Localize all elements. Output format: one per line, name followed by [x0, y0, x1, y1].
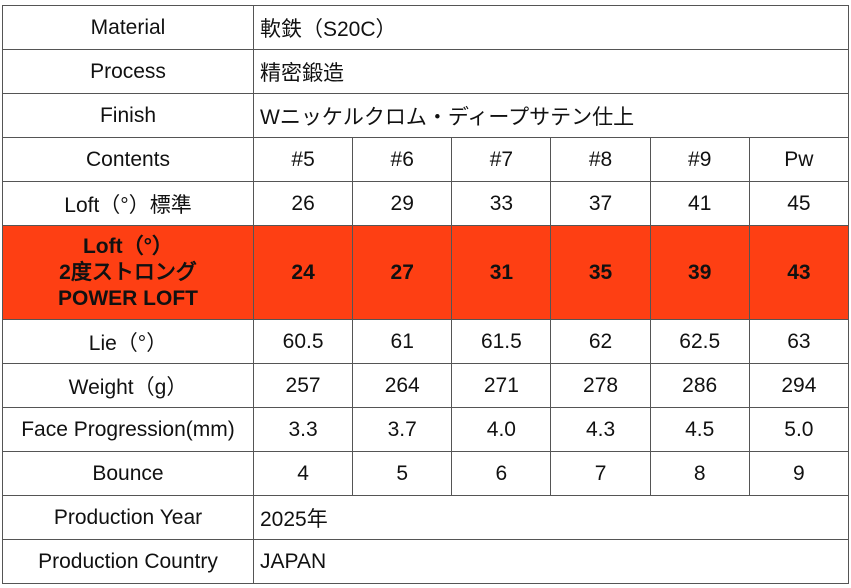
cell: 43	[748, 225, 850, 320]
table-row: Material 軟鉄（S20C）	[2, 5, 849, 50]
cell: 61	[352, 319, 453, 364]
cell: 35	[550, 225, 651, 320]
cell: 3.7	[352, 407, 453, 452]
table-row: Loft（°）標準 26 29 33 37 41 45	[2, 181, 850, 226]
cell: 278	[550, 363, 651, 408]
cell: 4.0	[451, 407, 552, 452]
cell: 27	[352, 225, 453, 320]
cell: 24	[252, 225, 354, 320]
cell: 62.5	[649, 319, 750, 364]
row-label: Production Country	[2, 539, 254, 584]
row-label: Loft（°） 2度ストロング POWER LOFT	[2, 225, 254, 320]
label-line: POWER LOFT	[58, 286, 198, 310]
cell: 264	[352, 363, 453, 408]
cell: 4.5	[649, 407, 750, 452]
cell: 286	[649, 363, 750, 408]
cell: 6	[451, 451, 552, 496]
cell: 63	[748, 319, 850, 364]
spec-table: Material 軟鉄（S20C） Process 精密鍛造 Finish Wニッケルクロ…	[2, 5, 850, 584]
cell: 61.5	[451, 319, 552, 364]
cell: #5	[252, 137, 354, 182]
cell: 41	[649, 181, 750, 226]
cell: 271	[451, 363, 552, 408]
row-label: Loft（°）標準	[2, 181, 254, 226]
table-row: Lie（°） 60.5 61 61.5 62 62.5 63	[2, 319, 850, 364]
cell: #7	[451, 137, 552, 182]
row-label: Finish	[2, 93, 254, 138]
table-row: Loft（°） 2度ストロング POWER LOFT 24 27 31 35 39 43	[2, 225, 850, 320]
cell: 294	[748, 363, 850, 408]
table-row: Production Country JAPAN	[2, 539, 849, 584]
cell: #8	[550, 137, 651, 182]
cell: #6	[352, 137, 453, 182]
cell: 精密鍛造	[253, 49, 849, 94]
row-label: Contents	[2, 137, 254, 182]
row-label: Production Year	[2, 495, 254, 540]
label-line: Loft（°）	[82, 234, 174, 258]
row-label: Weight（g）	[2, 363, 254, 408]
cell: Pw	[748, 137, 850, 182]
table-row: Weight（g） 257 264 271 278 286 294	[2, 363, 850, 408]
table-body: Material 軟鉄（S20C） Process 精密鍛造 Finish Wニッケルクロ…	[2, 5, 850, 584]
cell: 37	[550, 181, 651, 226]
table-row: Process 精密鍛造	[2, 49, 849, 94]
cell: 29	[352, 181, 453, 226]
cell: 8	[649, 451, 750, 496]
cell: 26	[252, 181, 354, 226]
table-row: Face Progression(mm) 3.3 3.7 4.0 4.3 4.5 5.0	[2, 407, 850, 452]
row-label: Material	[2, 5, 254, 50]
table-row: Contents #5 #6 #7 #8 #9 Pw	[2, 137, 850, 182]
cell: 2025年	[253, 495, 849, 540]
cell: 60.5	[252, 319, 354, 364]
row-label: Bounce	[2, 451, 254, 496]
row-label: Process	[2, 49, 254, 94]
cell: 33	[451, 181, 552, 226]
cell: 4.3	[550, 407, 651, 452]
cell: #9	[649, 137, 750, 182]
cell: 4	[252, 451, 354, 496]
cell: 31	[451, 225, 552, 320]
row-label: Face Progression(mm)	[2, 407, 254, 452]
cell: 39	[649, 225, 750, 320]
cell: JAPAN	[253, 539, 849, 584]
cell: 軟鉄（S20C）	[253, 5, 849, 50]
table-row: Production Year 2025年	[2, 495, 849, 540]
table-row: Finish Wニッケルクロム・ディープサテン仕上	[2, 93, 849, 138]
cell: 5	[352, 451, 453, 496]
row-label: Lie（°）	[2, 319, 254, 364]
cell: 3.3	[252, 407, 354, 452]
cell: 257	[252, 363, 354, 408]
cell: 7	[550, 451, 651, 496]
label-line: 2度ストロング	[59, 260, 197, 284]
cell: 45	[748, 181, 850, 226]
cell: 9	[748, 451, 850, 496]
cell: 5.0	[748, 407, 850, 452]
cell: 62	[550, 319, 651, 364]
table-row: Bounce 4 5 6 7 8 9	[2, 451, 850, 496]
cell: Wニッケルクロム・ディープサテン仕上	[253, 93, 849, 138]
